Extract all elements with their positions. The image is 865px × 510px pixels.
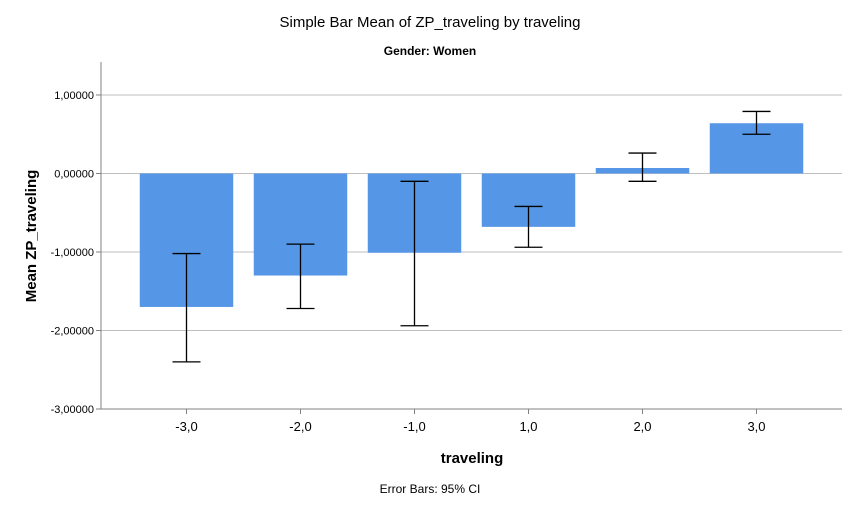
x-tick-label: 3,0	[747, 419, 765, 434]
error-bars-footnote: Error Bars: 95% CI	[380, 482, 481, 496]
y-tick-label: -1,00000	[51, 247, 94, 259]
x-tick-label: 1,0	[519, 419, 537, 434]
y-tick-label: 0,00000	[54, 168, 94, 180]
y-tick-label: -3,00000	[51, 404, 94, 416]
chart-title: Simple Bar Mean of ZP_traveling by trave…	[280, 14, 581, 31]
y-tick-label: 1,00000	[54, 90, 94, 102]
x-tick-labels: -3,0 -2,0 -1,0 1,0 2,0 3,0	[175, 409, 766, 434]
x-tick-label: -2,0	[289, 419, 311, 434]
x-tick-label: 2,0	[633, 419, 651, 434]
error-bars	[172, 110, 771, 363]
x-tick-label: -3,0	[175, 419, 197, 434]
y-axis-title: Mean ZP_traveling	[23, 170, 40, 303]
y-tick-labels: 1,00000 0,00000 -1,00000 -2,00000 -3,00000	[51, 90, 101, 416]
y-tick-label: -2,00000	[51, 325, 94, 337]
chart-subtitle: Gender: Women	[384, 44, 476, 58]
x-axis-title: traveling	[441, 450, 504, 467]
x-tick-label: -1,0	[403, 419, 425, 434]
bars	[139, 123, 804, 307]
